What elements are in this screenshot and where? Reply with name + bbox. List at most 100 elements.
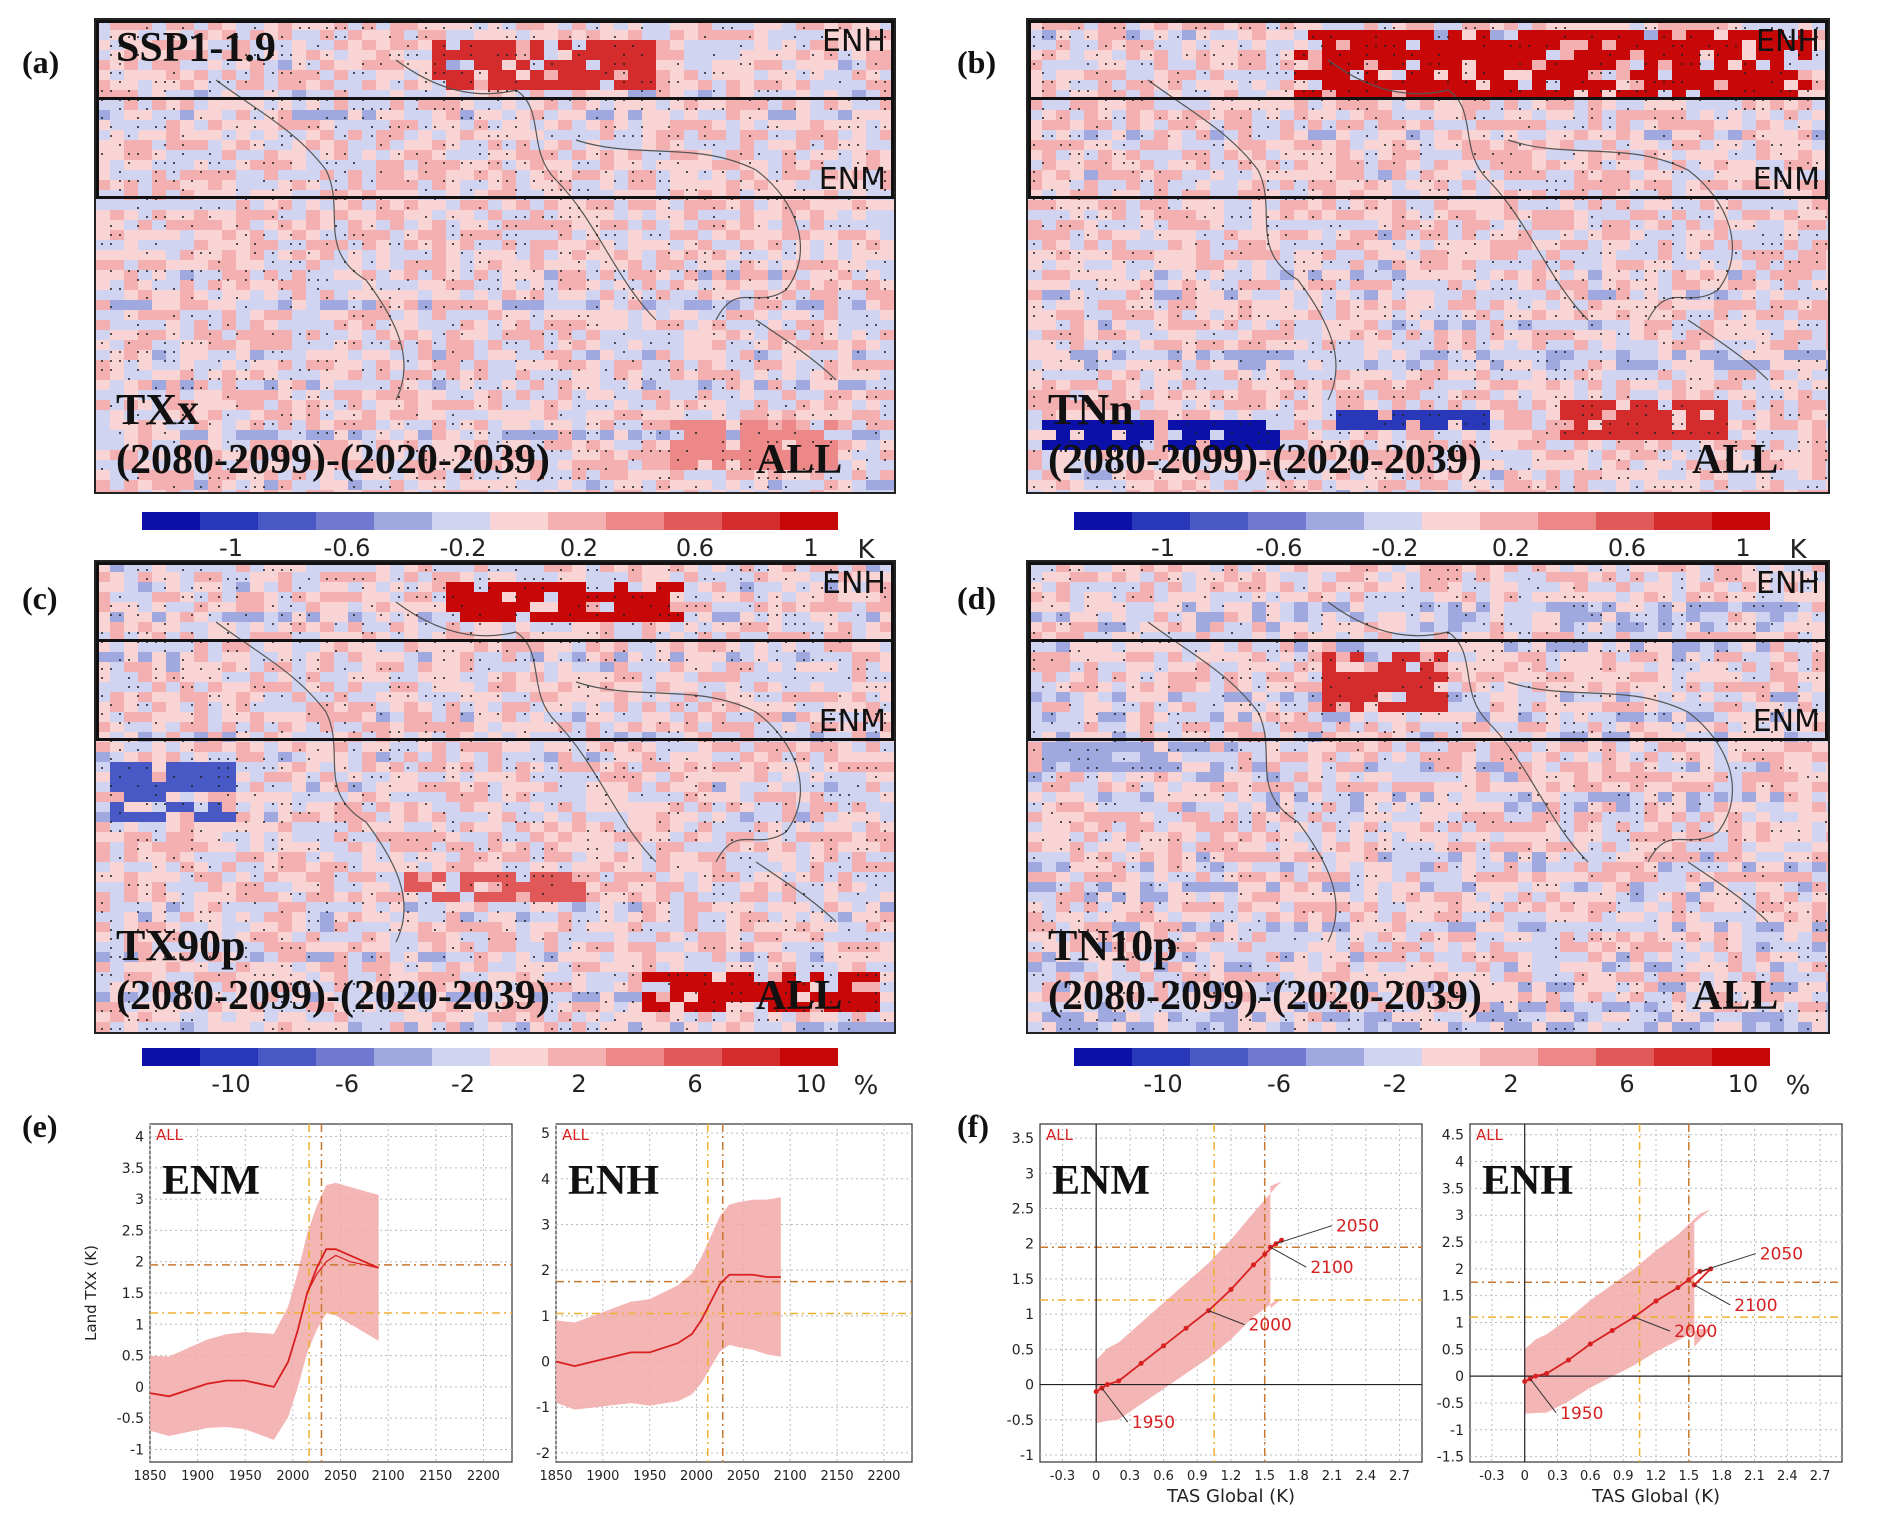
colorbar-tick-label: 6 bbox=[1619, 1070, 1634, 1098]
panel-label-a: (a) bbox=[22, 44, 60, 80]
colorbar-swatch bbox=[664, 512, 722, 530]
x-tick-label: 1.2 bbox=[1646, 1469, 1667, 1484]
colorbar-swatch bbox=[1248, 1048, 1306, 1066]
year-annotation: 2050 bbox=[1760, 1245, 1803, 1265]
y-tick-label: -2 bbox=[536, 1446, 550, 1462]
x-tick-label: 2050 bbox=[324, 1469, 357, 1484]
y-tick-label: -0.5 bbox=[1007, 1413, 1034, 1429]
ensemble-label: ALL bbox=[1692, 437, 1779, 483]
period-label: (2080-2099)-(2020-2039) bbox=[116, 437, 550, 483]
colorbar-swatch bbox=[432, 512, 490, 530]
colorbar-tick-label: -0.6 bbox=[324, 534, 371, 562]
colorbar-swatch bbox=[374, 512, 432, 530]
panel-label-e: (e) bbox=[22, 1108, 58, 1144]
colorbar-swatch bbox=[1712, 512, 1770, 530]
map-panel-b: ENH ENM TNn (2080-2099)-(2020-2039) ALL bbox=[1026, 18, 1830, 494]
colorbar-ab-right: -1 -0.6 -0.2 0.2 0.6 1 K bbox=[1074, 512, 1834, 565]
x-tick-label: 2000 bbox=[680, 1469, 713, 1484]
colorbar-unit: % bbox=[1786, 1071, 1811, 1101]
y-tick-label: 2.5 bbox=[1442, 1235, 1464, 1251]
colorbar-swatch bbox=[1596, 1048, 1654, 1066]
colorbar-tick-label: -10 bbox=[1143, 1070, 1182, 1098]
colorbar-swatch bbox=[606, 512, 664, 530]
colorbar-swatch bbox=[1596, 512, 1654, 530]
x-tick-label: 2200 bbox=[867, 1469, 900, 1484]
colorbar-ab-left: -1 -0.6 -0.2 0.2 0.6 1 K bbox=[142, 512, 902, 565]
period-label: (2080-2099)-(2020-2039) bbox=[1048, 973, 1482, 1019]
y-tick-label: 1 bbox=[135, 1317, 144, 1333]
data-point bbox=[1262, 1251, 1268, 1257]
colorbar-swatch bbox=[1538, 1048, 1596, 1066]
y-tick-label: -1 bbox=[130, 1442, 144, 1458]
colorbar-tick-label: 10 bbox=[796, 1070, 827, 1098]
zone-label-enh: ENH bbox=[1756, 566, 1820, 601]
x-tick-label: 0.6 bbox=[1153, 1469, 1174, 1484]
data-point bbox=[1206, 1308, 1212, 1314]
map-field-c bbox=[96, 562, 894, 1032]
colorbar-swatch bbox=[258, 512, 316, 530]
x-tick-label: 2.7 bbox=[1389, 1469, 1410, 1484]
zone-label-enm: ENM bbox=[818, 162, 886, 197]
colorbar-tick-label: 0.6 bbox=[676, 534, 714, 562]
data-point bbox=[1686, 1277, 1692, 1283]
y-tick-label: 0.5 bbox=[1012, 1342, 1034, 1358]
chart-tag: ALL bbox=[156, 1126, 184, 1144]
x-tick-label: 1950 bbox=[633, 1469, 666, 1484]
enh-band bbox=[96, 562, 894, 642]
y-tick-label: 3.5 bbox=[1012, 1131, 1034, 1147]
colorbar-swatch bbox=[1538, 512, 1596, 530]
colorbar-swatch bbox=[1074, 1048, 1132, 1066]
y-tick-label: 1 bbox=[1455, 1316, 1464, 1332]
colorbar-swatch bbox=[374, 1048, 432, 1066]
y-tick-label: 3 bbox=[1025, 1166, 1034, 1182]
x-tick-label: 1950 bbox=[229, 1469, 262, 1484]
x-axis-label: TAS Global (K) bbox=[1166, 1486, 1295, 1507]
colorbar-swatch bbox=[200, 512, 258, 530]
colorbar-swatch bbox=[316, 1048, 374, 1066]
zone-label-enh: ENH bbox=[822, 24, 886, 59]
colorbar-tick-label: -0.2 bbox=[1372, 534, 1419, 562]
x-axis-label: TAS Global (K) bbox=[1591, 1486, 1720, 1507]
x-tick-label: 1.2 bbox=[1221, 1469, 1242, 1484]
map-panel-a: ENH ENM SSP1-1.9 TXx (2080-2099)-(2020-2… bbox=[94, 18, 896, 494]
data-point bbox=[1653, 1298, 1659, 1304]
colorbar-swatch bbox=[664, 1048, 722, 1066]
chart-tag: ALL bbox=[1046, 1126, 1074, 1144]
series-line bbox=[149, 1254, 379, 1397]
data-point bbox=[1609, 1328, 1615, 1334]
x-tick-label: 0.9 bbox=[1187, 1469, 1208, 1484]
colorbar-swatch bbox=[548, 1048, 606, 1066]
colorbar-swatch bbox=[606, 1048, 664, 1066]
y-tick-label: 5 bbox=[541, 1126, 550, 1142]
colorbar-swatch bbox=[432, 1048, 490, 1066]
chart-title: ENH bbox=[568, 1158, 659, 1204]
colorbar-tick-label: -0.2 bbox=[440, 534, 487, 562]
enm-band bbox=[1028, 97, 1828, 199]
colorbar-swatch bbox=[490, 512, 548, 530]
y-tick-label: 0 bbox=[135, 1380, 144, 1396]
colorbar-tick-label: -10 bbox=[211, 1070, 250, 1098]
data-point bbox=[1587, 1341, 1593, 1347]
y-tick-label: 0 bbox=[541, 1355, 550, 1371]
year-annotation: 2100 bbox=[1310, 1258, 1353, 1278]
x-tick-label: 2200 bbox=[467, 1469, 500, 1484]
y-axis-label: Land TXx (K) bbox=[82, 1245, 100, 1341]
x-tick-label: 1.8 bbox=[1288, 1469, 1309, 1484]
colorbar-tick-label: 2 bbox=[1503, 1070, 1518, 1098]
year-annotation: 2100 bbox=[1734, 1296, 1777, 1316]
data-point bbox=[1675, 1285, 1681, 1291]
data-point bbox=[1138, 1360, 1144, 1366]
colorbar-tick-label: -2 bbox=[1383, 1070, 1407, 1098]
y-tick-label: 3.5 bbox=[122, 1161, 144, 1177]
colorbar-swatch bbox=[1364, 512, 1422, 530]
x-tick-label: 0.9 bbox=[1613, 1469, 1634, 1484]
map-panel-c: ENH ENM TX90p (2080-2099)-(2020-2039) AL… bbox=[94, 560, 896, 1034]
colorbar-swatch bbox=[1306, 512, 1364, 530]
x-tick-label: 2.4 bbox=[1355, 1469, 1376, 1484]
data-point bbox=[1533, 1373, 1539, 1379]
scenario-label: SSP1-1.9 bbox=[116, 25, 276, 71]
chart-f-enh: -0.3 0 0.3 0.6 0.9 1.2 1.5 1.8 2.1 2.4 2.7 -1.5 -1 -0… bbox=[1420, 1110, 1850, 1510]
colorbar-swatch bbox=[1074, 512, 1132, 530]
data-point bbox=[1104, 1382, 1110, 1388]
colorbar-swatch bbox=[1306, 1048, 1364, 1066]
